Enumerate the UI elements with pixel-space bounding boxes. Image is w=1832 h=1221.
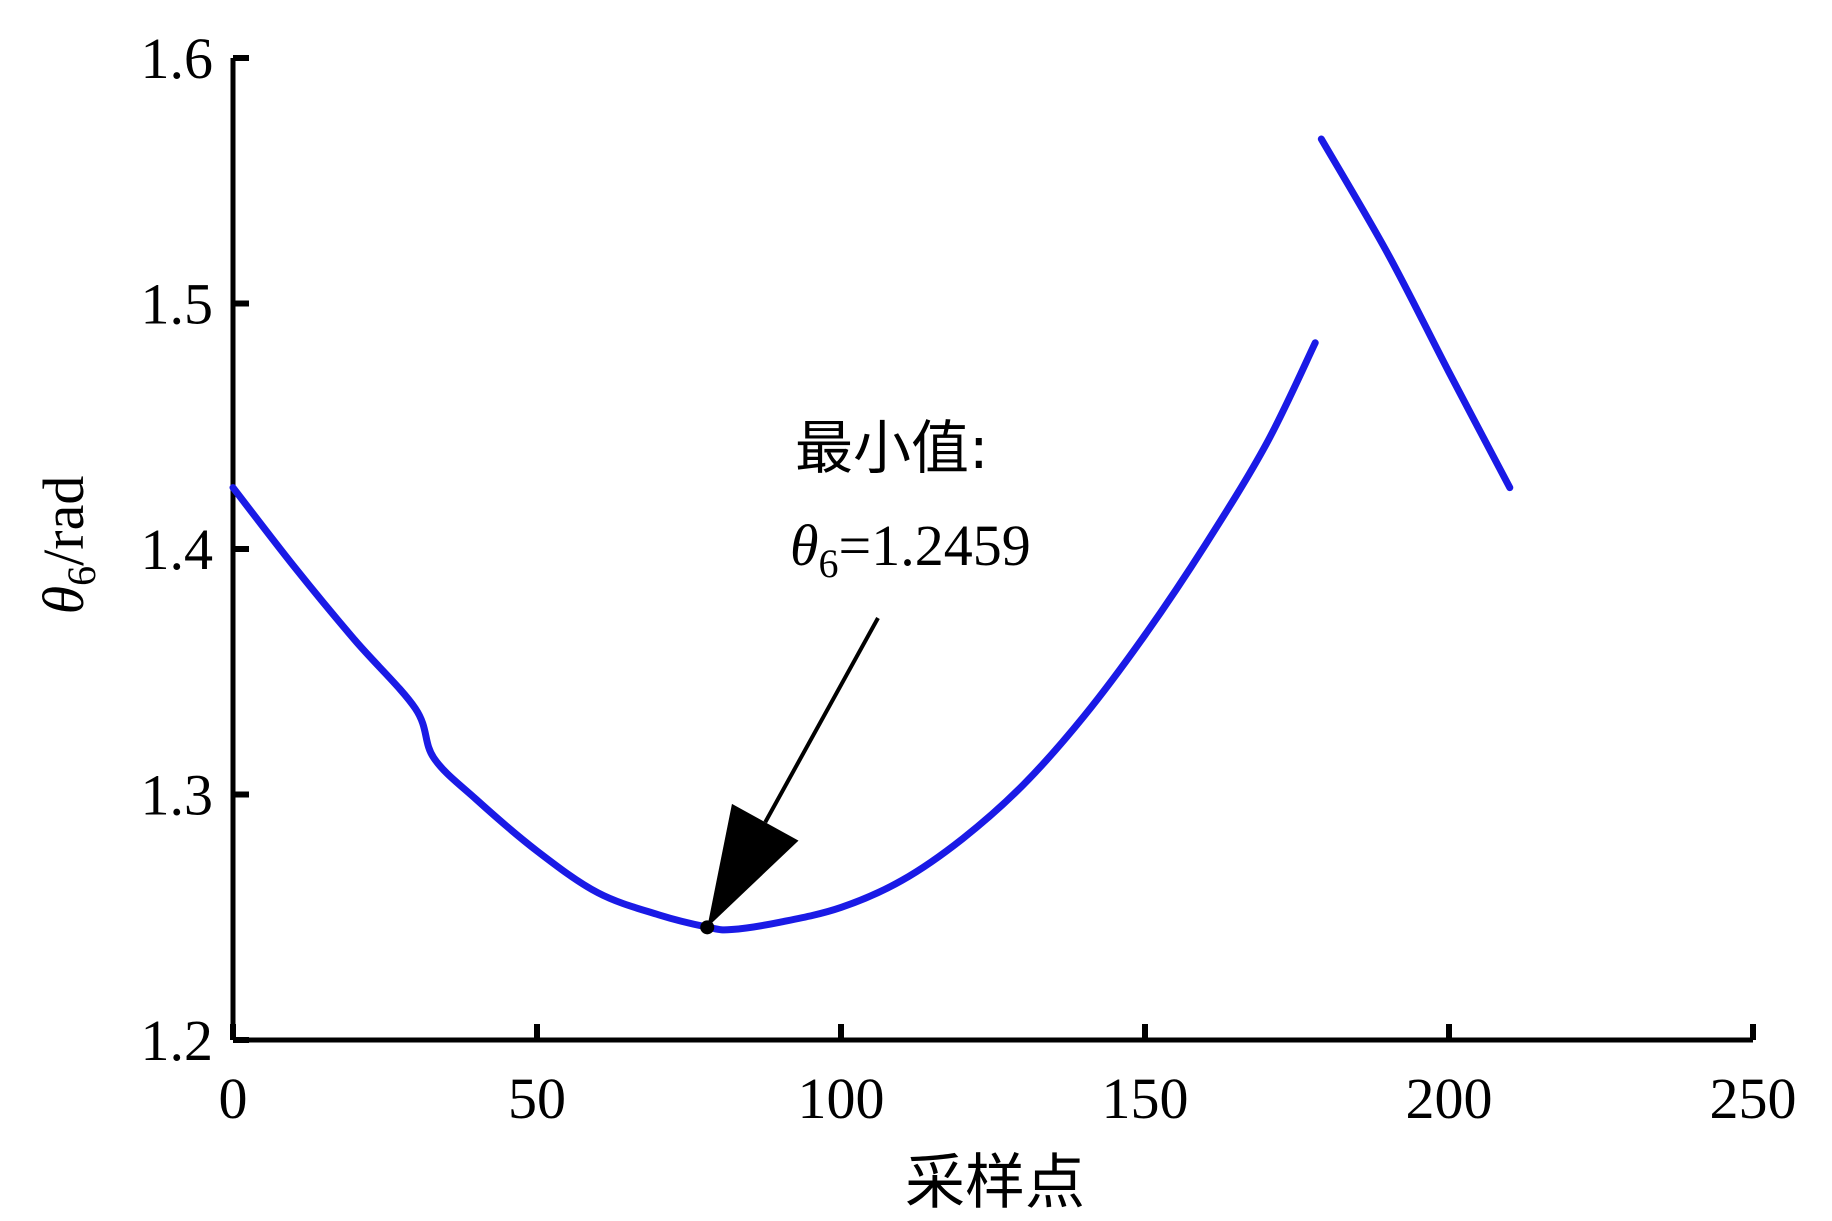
y-tick-label: 1.4 [141,517,214,582]
annotation-symbol: θ [790,513,819,578]
series-line-segment [229,339,1319,934]
x-tick-label: 50 [508,1066,566,1131]
x-tick-label: 200 [1406,1066,1493,1131]
annotation-value-text: =1.2459 [839,513,1031,578]
series-line-segment [1317,135,1514,492]
y-tick-label: 1.2 [141,1008,214,1073]
x-tick-label: 150 [1102,1066,1189,1131]
y-ticks: 1.2 1.3 1.4 1.5 1.6 [141,26,249,1073]
annotation-arrow-shaft [763,617,880,824]
x-ticks: 0 50 100 150 200 250 [219,1024,1797,1131]
annotation-value: θ6=1.2459 [790,513,1031,586]
annotation-subscript: 6 [819,541,839,586]
x-tick-label: 100 [798,1066,885,1131]
x-tick-label: 250 [1710,1066,1797,1131]
annotation-arrow-head [707,803,799,928]
y-tick-label: 1.6 [141,26,214,91]
annotation-title: 最小值: [795,414,989,482]
y-axis-title: θ6/rad [31,476,104,615]
series-group [229,135,1514,934]
y-axis-subscript: 6 [59,566,104,586]
x-axis-title: 采样点 [905,1148,1085,1218]
y-axis-unit: /rad [31,476,96,566]
x-tick-label: 0 [219,1066,248,1131]
y-tick-label: 1.5 [141,272,214,337]
y-tick-label: 1.3 [141,763,214,828]
y-axis-symbol: θ [31,586,96,615]
annotation: 最小值: θ6=1.2459 [700,414,1031,935]
